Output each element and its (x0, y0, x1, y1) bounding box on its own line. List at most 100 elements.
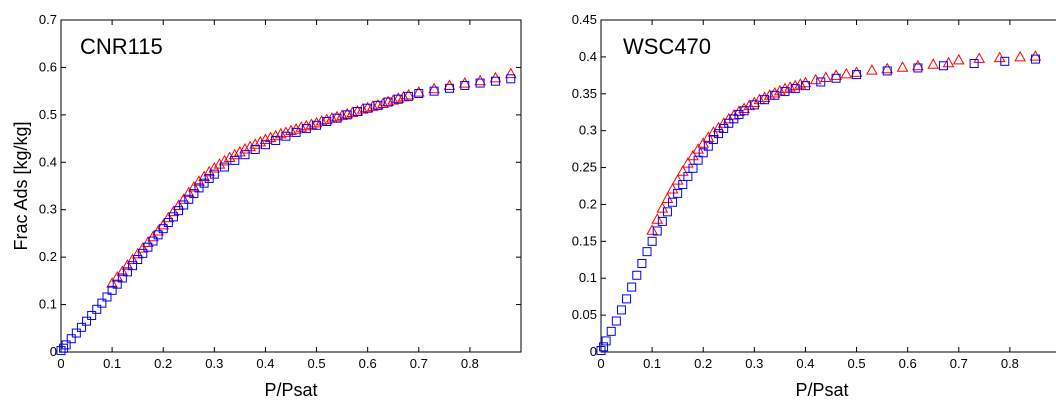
markers-cnr115 (56, 67, 517, 356)
square-marker (414, 89, 424, 99)
y-tick-label: 0.4 (39, 154, 57, 169)
triangle-marker (412, 86, 425, 97)
panel-wsc470: WSC470 0 0.1 0.2 0.3 0.4 0.5 0.6 0.7 0.8 0 0.05 0.… (572, 12, 1056, 400)
triangle-marker (881, 62, 894, 74)
triangle-marker (392, 92, 405, 103)
triangle-marker (784, 81, 796, 92)
square-marker (92, 304, 102, 314)
square-marker (291, 127, 301, 137)
x-ticks-wsc470: 0 0.1 0.2 0.3 0.4 0.5 0.6 0.7 0.8 (597, 20, 1019, 371)
square-marker (112, 279, 122, 289)
triangle-marker (702, 131, 715, 142)
y-tick-label: 0.2 (579, 196, 597, 211)
triangle-marker (147, 230, 159, 242)
x-tick-label: 0.7 (950, 356, 968, 371)
x-tick-label: 0.2 (154, 356, 172, 371)
triangle-marker (866, 64, 878, 75)
triangle-marker (172, 199, 185, 210)
square-marker (352, 107, 362, 117)
square-marker (117, 273, 127, 283)
square-marker (739, 106, 749, 116)
triangle-marker (315, 114, 328, 126)
x-tick-label: 0.6 (359, 356, 377, 371)
x-axis-label-wsc470: P/Psat (795, 380, 848, 400)
square-marker (882, 66, 892, 76)
triangle-marker (397, 90, 410, 102)
triangle-marker (840, 67, 853, 79)
triangle-marker (167, 205, 180, 217)
triangle-marker (927, 58, 940, 69)
y-tick-label: 0.4 (579, 49, 597, 64)
triangle-marker (722, 112, 735, 124)
y-axis-label-cnr115: Frac Ads [kg/kg] (11, 121, 31, 250)
y-tick-label: 0.45 (572, 12, 597, 27)
triangle-marker (733, 105, 745, 116)
triangle-marker (428, 82, 440, 94)
square-marker (719, 123, 729, 133)
square-marker (790, 84, 800, 94)
y-tick-label: 0.3 (39, 202, 57, 217)
triangle-marker (763, 89, 776, 100)
triangle-marker (474, 74, 486, 86)
x-tick-label: 0 (597, 356, 604, 371)
square-marker (490, 76, 500, 86)
triangle-marker (738, 102, 750, 114)
triangle-marker (768, 87, 781, 98)
square-marker (969, 59, 979, 69)
triangle-marker (162, 211, 175, 223)
x-tick-label: 0.3 (205, 356, 223, 371)
x-tick-label: 0.4 (256, 356, 274, 371)
triangle-marker (850, 66, 863, 77)
square-marker (107, 285, 117, 295)
triangle-marker (331, 110, 343, 122)
square-marker (383, 97, 393, 107)
y-tick-label: 0.6 (39, 59, 57, 74)
square-marker (708, 135, 718, 145)
triangle-marker (259, 133, 272, 145)
y-tick-label: 0.7 (39, 12, 57, 27)
square-marker (153, 230, 163, 240)
triangle-marker (952, 53, 965, 65)
triangle-marker (682, 157, 694, 168)
square-marker (616, 305, 626, 315)
triangle-marker (234, 145, 246, 157)
square-marker (606, 326, 616, 336)
square-marker (703, 141, 713, 151)
square-marker (938, 61, 948, 71)
square-marker (800, 81, 810, 91)
triangle-marker (651, 213, 664, 224)
square-marker (128, 261, 138, 271)
square-marker (622, 294, 632, 304)
y-tick-label: 0.25 (572, 160, 597, 175)
square-marker (163, 218, 173, 228)
triangle-marker (758, 91, 771, 102)
square-marker (230, 155, 240, 165)
square-marker (240, 150, 250, 160)
triangle-marker (356, 103, 369, 114)
square-marker (122, 267, 132, 277)
x-tick-label: 0.3 (745, 356, 763, 371)
square-marker (393, 94, 403, 104)
panel-cnr115: CNR115 0 0.1 0.2 0.3 0.4 0.5 0.6 0.7 0.8 0 0.1 0.2… (11, 12, 522, 400)
triangle-marker (743, 99, 756, 111)
triangle-marker (213, 158, 226, 169)
triangle-marker (285, 124, 297, 136)
y-tick-label: 0.35 (572, 86, 597, 101)
square-marker (179, 200, 189, 210)
triangle-marker (942, 56, 955, 68)
triangle-marker (830, 69, 842, 80)
triangle-marker (126, 253, 139, 265)
square-marker (59, 343, 69, 353)
triangle-marker (295, 121, 308, 132)
square-marker (76, 322, 86, 332)
square-marker (601, 336, 611, 346)
square-marker (158, 224, 168, 234)
x-tick-label: 0.4 (796, 356, 814, 371)
x-axis-label-cnr115: P/Psat (264, 380, 317, 400)
square-marker (260, 140, 270, 150)
square-marker (1000, 56, 1010, 66)
y-ticks-cnr115: 0 0.1 0.2 0.3 0.4 0.5 0.6 0.7 (39, 12, 521, 359)
square-marker (1030, 54, 1040, 64)
triangle-marker (223, 151, 236, 163)
square-marker (637, 258, 647, 268)
